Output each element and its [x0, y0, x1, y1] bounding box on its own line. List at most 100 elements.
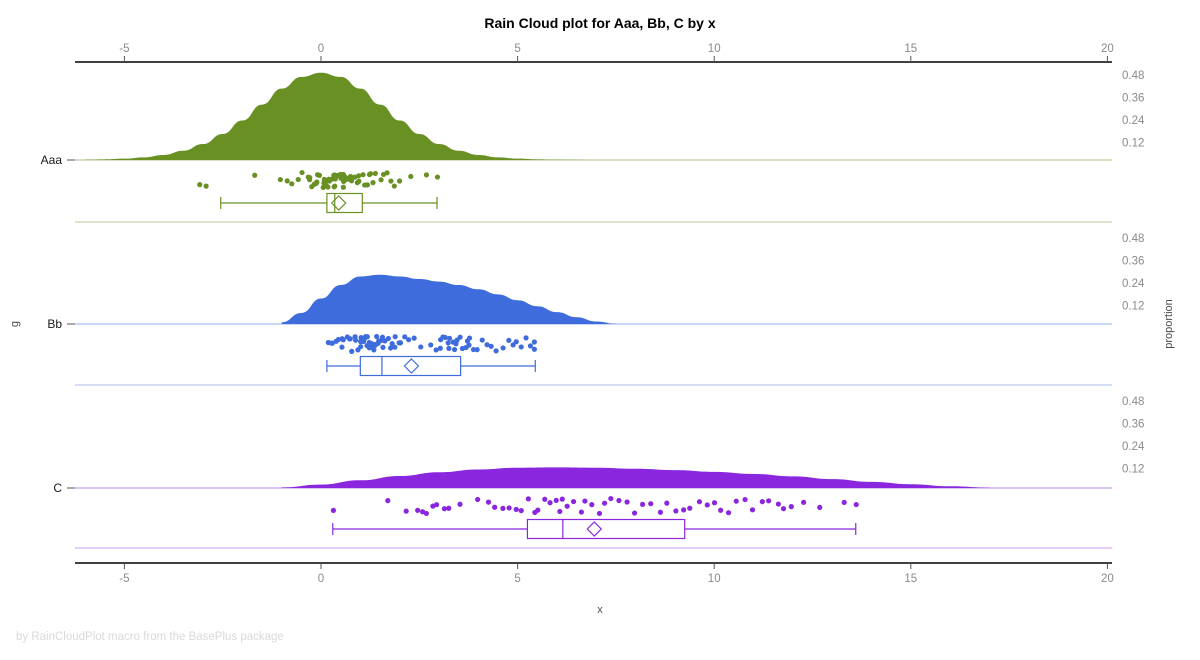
data-point [402, 334, 408, 340]
data-point [379, 334, 386, 340]
data-point [466, 335, 473, 341]
data-point [518, 508, 524, 514]
data-point [553, 497, 559, 504]
data-point [749, 507, 756, 513]
data-point [673, 508, 679, 514]
data-point [339, 344, 345, 350]
data-point [347, 173, 354, 180]
data-point [384, 170, 390, 176]
proportion-tick-label: 0.24 [1122, 115, 1145, 127]
data-point [403, 508, 409, 514]
data-point [348, 178, 355, 184]
data-point [853, 501, 859, 508]
x-axis-label: x [597, 604, 603, 616]
data-point [488, 343, 494, 349]
data-point [474, 347, 480, 353]
data-point [446, 335, 453, 341]
right-axis-label: proportion [1163, 299, 1175, 349]
data-point [648, 501, 654, 507]
data-point [372, 170, 378, 177]
data-point [788, 504, 794, 510]
proportion-tick-label: 0.12 [1122, 464, 1144, 476]
data-point [445, 340, 451, 346]
data-point [513, 339, 519, 345]
data-point [392, 344, 398, 350]
data-point [664, 500, 670, 506]
data-point [332, 183, 338, 189]
data-point [325, 184, 331, 190]
bottom-axis-tick-label: 5 [514, 573, 520, 585]
top-axis-tick-label: 15 [904, 43, 917, 55]
data-point [531, 339, 537, 345]
raincloud-group-aaa: 0.48 0.36 0.24 0.12 Aaa [41, 70, 1145, 223]
box-mean-diamond [586, 521, 603, 537]
data-point [711, 500, 718, 506]
data-point [608, 495, 614, 502]
data-point [475, 496, 481, 503]
data-point [601, 500, 608, 506]
data-point [360, 172, 366, 178]
box-plot [220, 192, 438, 214]
bottom-x-axis: -5 0 5 10 15 20 [75, 562, 1114, 585]
data-point [523, 335, 529, 341]
box-iqr [359, 355, 462, 377]
data-point [500, 505, 506, 511]
data-point [578, 509, 585, 515]
data-point [500, 345, 506, 351]
data-point [370, 180, 376, 186]
data-point [434, 174, 441, 180]
data-point [411, 335, 417, 341]
data-point [535, 507, 541, 513]
data-point [525, 496, 531, 502]
footer-credit: by RainCloudPlot macro from the BasePlus… [16, 631, 284, 643]
data-point [696, 499, 703, 505]
bottom-axis-tick-label: 0 [318, 573, 324, 585]
data-point [397, 340, 404, 346]
y-axis-label: g [9, 321, 21, 327]
data-point [389, 340, 395, 347]
data-point [367, 171, 374, 177]
data-point [428, 342, 434, 348]
data-point [624, 499, 630, 505]
bottom-axis-tick-label: -5 [119, 573, 129, 585]
box-plot [326, 355, 536, 377]
proportion-tick-label: 0.48 [1122, 233, 1144, 245]
proportion-tick-label: 0.48 [1122, 396, 1144, 408]
data-point [316, 172, 323, 178]
data-point [817, 504, 823, 511]
data-point [582, 498, 588, 504]
data-point [631, 510, 638, 516]
data-point [349, 348, 355, 354]
data-point [466, 342, 472, 348]
data-point [531, 346, 537, 352]
data-point [446, 505, 452, 511]
data-point [704, 502, 710, 508]
top-x-axis: -5 0 5 10 15 20 [75, 43, 1114, 63]
group-label-bb: Bb [47, 317, 62, 331]
data-point [681, 507, 687, 513]
data-point [479, 337, 485, 343]
data-point [408, 173, 414, 180]
box-plot [332, 518, 857, 540]
data-point [442, 334, 448, 341]
raincloud-group-c: 0.48 0.36 0.24 0.12 C [53, 396, 1145, 549]
data-point [801, 499, 807, 505]
group-panels: 0.480.360.240.12Aaa0.480.360.240.12Bb0.4… [41, 70, 1145, 549]
data-point [557, 508, 563, 515]
data-point [570, 498, 577, 505]
top-axis-tick-label: 20 [1101, 43, 1114, 55]
data-point [433, 347, 439, 353]
top-axis-tick-label: 0 [318, 43, 324, 55]
data-point [451, 346, 458, 353]
data-point [542, 496, 548, 502]
data-points [197, 169, 441, 190]
data-point [352, 337, 359, 343]
data-point [340, 337, 346, 343]
data-point [388, 178, 394, 184]
data-point [418, 344, 424, 350]
data-point [299, 169, 305, 176]
data-points [325, 333, 537, 354]
data-point [415, 507, 421, 513]
data-point [356, 178, 362, 184]
